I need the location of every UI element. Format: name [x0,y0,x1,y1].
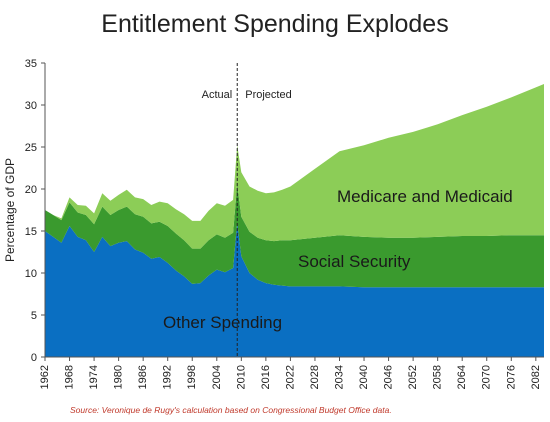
x-tick-label: 2052 [407,365,419,389]
actual-projected-divider: Actual Projected [202,63,292,357]
x-tick-label: 1968 [64,365,76,389]
series-label-social-security: Social Security [298,252,411,271]
x-tick-label: 1992 [162,365,174,389]
y-tick-label: 15 [25,226,37,238]
x-tick-label: 1998 [186,365,198,389]
area-other-spending [45,222,544,357]
x-tick-label: 1980 [113,365,125,389]
y-tick-label: 0 [31,352,37,364]
series-label-medicare-and-medicaid: Medicare and Medicaid [337,187,513,206]
y-tick-label: 20 [25,184,37,196]
x-tick-label: 2004 [211,365,223,389]
y-tick-label: 30 [25,100,37,112]
x-tick-label: 2022 [284,365,296,389]
chart-title: Entitlement Spending Explodes [101,10,449,38]
axes: 0 5 10 15 20 25 30 35 1962 1968 1974 1980 1986 1992 19… [3,58,544,389]
x-tick-label: 2082 [530,365,542,389]
x-tick-label: 1986 [137,365,149,389]
x-tick-label: 2028 [309,365,321,389]
area-social-security [45,184,544,288]
projected-label: Projected [245,89,291,101]
series-areas [45,84,544,357]
x-tick-label: 2034 [333,365,345,389]
source-note: Source: Veronique de Rugy's calculation … [70,405,392,415]
x-tick-label: 2016 [260,365,272,389]
x-tick-label: 1962 [39,365,51,389]
actual-label: Actual [202,89,233,101]
y-tick-label: 25 [25,142,37,154]
y-axis-label: Percentage of GDP [3,158,17,262]
x-tick-label: 2010 [235,365,247,389]
y-tick-label: 10 [25,268,37,280]
series-labels: Medicare and Medicaid Social Security Othe… [163,187,513,332]
y-tick-label: 5 [31,310,37,322]
x-tick-label: 2046 [383,365,395,389]
x-tick-label: 2070 [481,365,493,389]
x-tick-label: 1974 [88,365,100,389]
x-tick-label: 2040 [358,365,370,389]
x-tick-label: 2076 [505,365,517,389]
x-tick-label: 2058 [432,365,444,389]
series-label-other-spending: Other Spending [163,313,282,332]
area-medicare-and-medicaid [45,84,544,249]
x-tick-label: 2064 [456,365,468,389]
y-tick-label: 35 [25,58,37,70]
